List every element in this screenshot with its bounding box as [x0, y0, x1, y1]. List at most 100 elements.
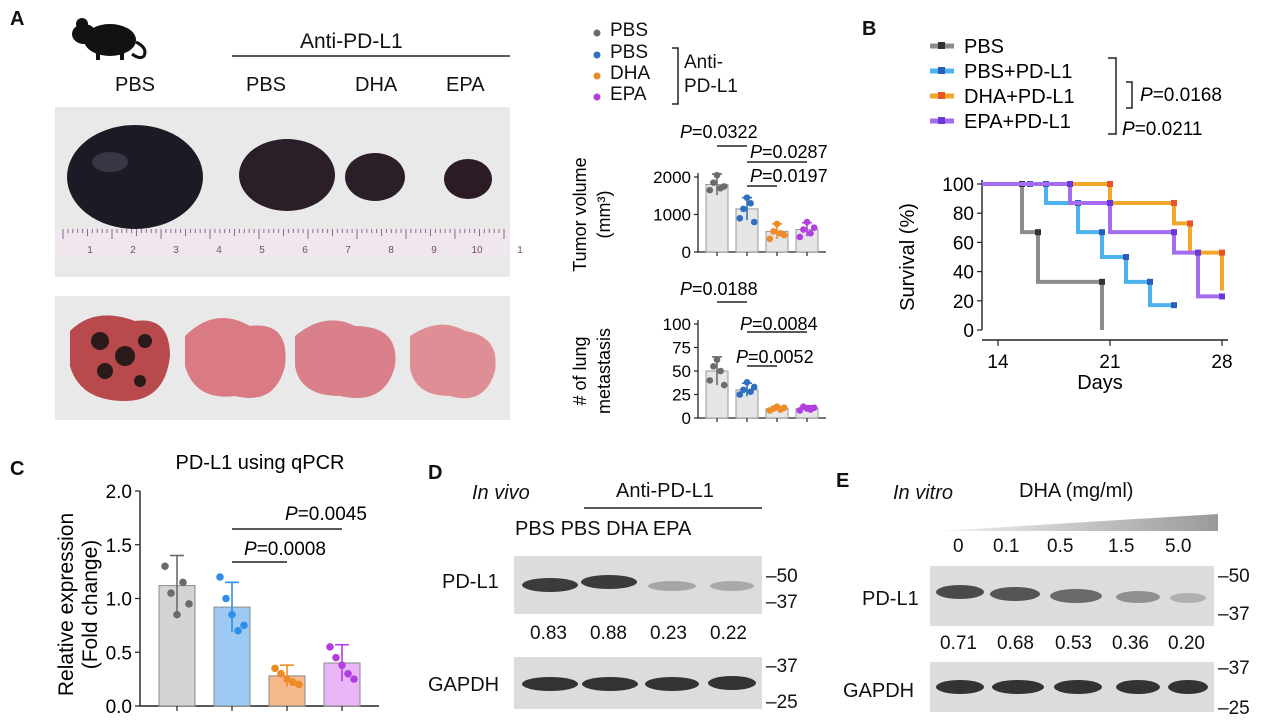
ruler-number-9: 9	[431, 245, 437, 256]
qpcr-chart: PD-L1 using qPCR 0.0 0.5 1.0 1.5 2.0 Relative …	[40, 442, 440, 722]
x-tick-label: 14	[987, 352, 1009, 373]
e-value-3: 0.53	[1055, 633, 1092, 655]
data-point	[710, 179, 717, 186]
ruler-number-5: 5	[259, 245, 265, 256]
y-tick-label: 2000	[653, 168, 691, 187]
e-value-2: 0.68	[997, 633, 1034, 655]
d-gapdh-blot	[514, 657, 762, 709]
p-value-1: P=0.0045	[285, 504, 367, 525]
censor-mark	[1099, 229, 1105, 235]
data-point	[721, 382, 728, 389]
y-tick-label: 50	[672, 362, 691, 381]
ruler-number-4: 4	[216, 245, 222, 256]
y-axis-label-units: metastasis	[594, 328, 614, 414]
y-tick-label: 0	[682, 243, 691, 262]
y-tick-label: 40	[953, 263, 974, 284]
data-point	[707, 187, 714, 194]
d-group-header: Anti-PD-L1	[616, 480, 714, 503]
panel-label-d: D	[428, 462, 442, 485]
y-tick-label: 0	[682, 409, 691, 428]
d-value-1: 0.83	[530, 623, 567, 645]
data-point	[277, 670, 285, 678]
d-marker-37: –37	[766, 592, 798, 614]
data-point	[781, 404, 788, 411]
censor-mark	[1067, 181, 1073, 187]
mouse-icon	[62, 12, 152, 62]
panel-label-a: A	[10, 8, 24, 31]
data-point	[350, 675, 358, 683]
legend-a-bracket-label-1: Anti-	[684, 52, 723, 74]
e-marker-37: –37	[1218, 604, 1250, 626]
legend-a-item-2: PBS	[610, 42, 648, 64]
y-tick-label: 60	[953, 233, 974, 254]
d-row1-label: PD-L1	[442, 571, 499, 594]
data-point	[240, 622, 248, 630]
censor-mark	[1195, 250, 1201, 256]
y-tick-label: 2.0	[106, 482, 132, 503]
data-point	[721, 183, 728, 190]
data-point	[717, 368, 724, 375]
data-point	[714, 356, 721, 363]
data-point	[167, 589, 175, 597]
y-tick-label: 20	[953, 292, 974, 313]
survival-chart: 0 20 40 60 80 100 14 21 28 Days Survival (%)	[890, 160, 1270, 410]
data-point	[807, 230, 814, 237]
y-tick-label: 100	[663, 315, 691, 334]
panel-label-c: C	[10, 458, 24, 481]
dose-gradient-wedge	[940, 514, 1220, 532]
data-point	[295, 681, 303, 689]
data-point	[326, 643, 334, 651]
x-axis-label: Days	[1077, 372, 1123, 394]
y-tick-label: 0.5	[106, 643, 132, 664]
censor-mark	[1123, 254, 1129, 260]
legend-b-marker-4	[938, 117, 945, 124]
data-point	[804, 219, 811, 226]
d-marker-37b: –37	[766, 656, 798, 678]
d-group-line	[584, 506, 764, 510]
y-tick-label: 25	[672, 386, 691, 405]
data-point	[811, 404, 818, 411]
ruler-number-6: 6	[302, 245, 308, 256]
e-dose-2: 0.1	[993, 536, 1019, 558]
legend-b-item-2: PBS+PD-L1	[964, 61, 1072, 83]
data-point	[747, 200, 754, 207]
ruler-number-7: 7	[345, 245, 351, 256]
y-tick-label: 1000	[653, 206, 691, 225]
censor-mark	[1171, 200, 1177, 206]
x-tick-label: 28	[1211, 352, 1232, 373]
e-condition: In vitro	[893, 482, 953, 505]
legend-b-item-1: PBS	[964, 36, 1004, 58]
data-point	[332, 654, 340, 662]
e-value-4: 0.36	[1112, 633, 1149, 655]
data-point	[338, 661, 346, 669]
d-marker-25: –25	[766, 692, 798, 714]
y-tick-label: 100	[942, 175, 974, 196]
d-marker-50: –50	[766, 566, 798, 588]
group-header-anti-pdl1: Anti-PD-L1	[300, 30, 403, 54]
e-marker-25: –25	[1218, 698, 1250, 720]
y-tick-label: 0.0	[106, 697, 132, 718]
p-value-b2: P=0.0211	[1122, 119, 1203, 140]
data-point	[740, 387, 747, 394]
y-axis-label: Survival (%)	[897, 203, 919, 311]
e-dose-3: 0.5	[1047, 536, 1073, 558]
censor-mark	[1187, 220, 1193, 226]
censor-mark	[1219, 250, 1225, 256]
tumor-volume-chart: 0 1000 2000 Tumor volume (mm³) P=0.0322P=0.02…	[580, 112, 810, 262]
ruler-number-1: 1	[87, 245, 93, 256]
data-point	[744, 194, 751, 201]
p-value-2: P=0.0084	[740, 314, 818, 334]
ruler-number-11: 1	[517, 245, 523, 256]
censor-mark	[1107, 200, 1113, 206]
data-point	[710, 363, 717, 370]
data-point	[774, 221, 781, 228]
data-point	[714, 172, 721, 179]
data-point	[222, 595, 230, 603]
d-value-2: 0.88	[590, 623, 627, 645]
e-value-5: 0.20	[1168, 633, 1205, 655]
photo-label-3: DHA	[355, 74, 397, 97]
data-point	[737, 215, 744, 222]
data-point	[216, 573, 224, 581]
ruler-number-8: 8	[388, 245, 394, 256]
lung-metastasis-chart: 0 25 50 75 100 # of lung metastasis P=0.0188 P=0…	[580, 272, 810, 432]
